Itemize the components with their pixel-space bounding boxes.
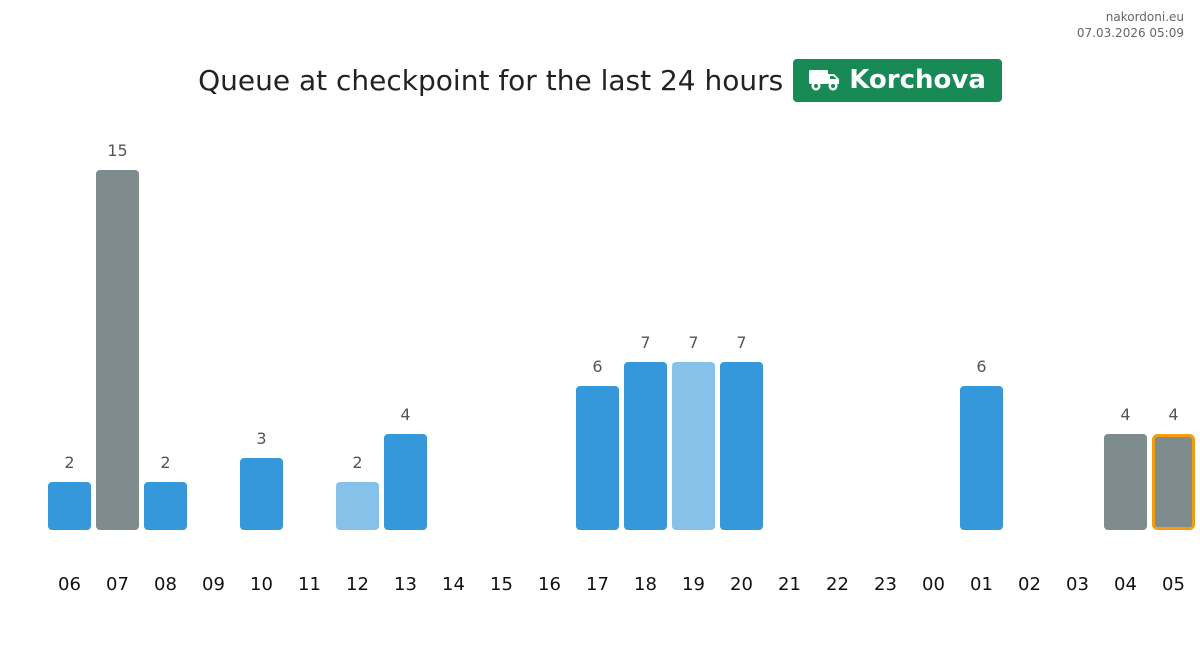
bar-19 bbox=[672, 362, 715, 530]
data-label-06: 2 bbox=[64, 453, 74, 472]
bar-10 bbox=[240, 458, 283, 530]
data-label-01: 6 bbox=[976, 357, 986, 376]
watermark: nakordoni.eu 07.03.2026 05:09 bbox=[1077, 9, 1184, 41]
bar-07 bbox=[96, 170, 139, 530]
data-label-10: 3 bbox=[256, 429, 266, 448]
x-tick-18: 18 bbox=[634, 574, 657, 595]
bar-06 bbox=[48, 482, 91, 530]
data-label-07: 15 bbox=[107, 141, 127, 160]
x-tick-21: 21 bbox=[778, 574, 801, 595]
x-tick-19: 19 bbox=[682, 574, 705, 595]
data-label-18: 7 bbox=[640, 333, 650, 352]
bar-12 bbox=[336, 482, 379, 530]
x-tick-03: 03 bbox=[1066, 574, 1089, 595]
x-tick-23: 23 bbox=[874, 574, 897, 595]
watermark-site: nakordoni.eu bbox=[1105, 10, 1184, 24]
checkpoint-name: Korchova bbox=[849, 65, 986, 95]
x-tick-02: 02 bbox=[1018, 574, 1041, 595]
data-label-19: 7 bbox=[688, 333, 698, 352]
x-tick-15: 15 bbox=[490, 574, 513, 595]
data-label-20: 7 bbox=[736, 333, 746, 352]
x-tick-10: 10 bbox=[250, 574, 273, 595]
chart-title: Queue at checkpoint for the last 24 hour… bbox=[198, 63, 784, 97]
x-tick-00: 00 bbox=[922, 574, 945, 595]
bar-13 bbox=[384, 434, 427, 530]
checkpoint-badge: Korchova bbox=[793, 58, 1002, 102]
x-tick-08: 08 bbox=[154, 574, 177, 595]
x-tick-12: 12 bbox=[346, 574, 369, 595]
bar-17 bbox=[576, 386, 619, 530]
truck-icon bbox=[809, 70, 840, 91]
x-tick-09: 09 bbox=[202, 574, 225, 595]
x-tick-04: 04 bbox=[1114, 574, 1137, 595]
bar-20 bbox=[720, 362, 763, 530]
x-tick-07: 07 bbox=[106, 574, 129, 595]
bar-04 bbox=[1104, 434, 1147, 530]
x-tick-13: 13 bbox=[394, 574, 417, 595]
bar-01 bbox=[960, 386, 1003, 530]
data-label-05: 4 bbox=[1168, 405, 1178, 424]
x-tick-11: 11 bbox=[298, 574, 321, 595]
x-tick-17: 17 bbox=[586, 574, 609, 595]
bar-18 bbox=[624, 362, 667, 530]
x-tick-20: 20 bbox=[730, 574, 753, 595]
x-tick-16: 16 bbox=[538, 574, 561, 595]
watermark-timestamp: 07.03.2026 05:09 bbox=[1076, 26, 1184, 40]
data-label-13: 4 bbox=[400, 405, 410, 424]
data-label-12: 2 bbox=[352, 453, 362, 472]
bar-05 bbox=[1152, 434, 1195, 530]
x-tick-01: 01 bbox=[970, 574, 993, 595]
x-tick-05: 05 bbox=[1162, 574, 1185, 595]
bar-08 bbox=[144, 482, 187, 530]
chart-header: Queue at checkpoint for the last 24 hour… bbox=[0, 58, 1200, 102]
x-tick-14: 14 bbox=[442, 574, 465, 595]
data-label-04: 4 bbox=[1120, 405, 1130, 424]
data-label-08: 2 bbox=[160, 453, 170, 472]
x-tick-22: 22 bbox=[826, 574, 849, 595]
data-label-17: 6 bbox=[592, 357, 602, 376]
x-tick-06: 06 bbox=[58, 574, 81, 595]
